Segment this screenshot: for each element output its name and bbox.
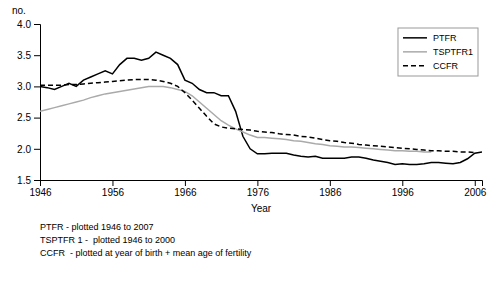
tick: 1966	[174, 180, 197, 198]
tick: 1986	[319, 180, 342, 198]
tick-mark	[34, 118, 40, 119]
tick-mark	[34, 55, 40, 56]
legend-swatch	[403, 51, 427, 53]
tick: 2006	[464, 180, 487, 198]
y-axis-title: no.	[12, 5, 26, 16]
legend: PTFR TSPTFR1 CCFR	[398, 28, 478, 76]
tick: 2.0	[17, 144, 40, 155]
y-axis: 1.5 2.0 2.5 3.0 3.5 4.0	[17, 19, 40, 186]
tick-label: 1956	[102, 187, 125, 198]
tick-label: 1946	[29, 187, 52, 198]
tick-label: 2.0	[17, 144, 31, 155]
legend-label: PTFR	[433, 33, 457, 43]
axis-line	[34, 25, 41, 181]
legend-label: CCFR	[433, 61, 458, 71]
legend-box	[398, 28, 478, 76]
legend-label: TSPTFR1	[433, 47, 473, 57]
footnote: PTFR - plotted 1946 to 2007	[40, 222, 154, 232]
tick: 3.0	[17, 81, 40, 92]
tick-label: 2006	[464, 187, 487, 198]
tick: 1946	[29, 180, 52, 198]
tick-label: 1996	[392, 187, 415, 198]
tick: 1976	[247, 180, 270, 198]
tick-mark	[402, 180, 403, 186]
axis-line	[41, 181, 483, 187]
tick-label: 1.5	[17, 175, 31, 186]
x-axis-title: Year	[251, 203, 272, 214]
legend-item: TSPTFR1	[403, 47, 473, 57]
legend-swatch	[403, 37, 427, 39]
legend-item: PTFR	[403, 33, 457, 43]
tick: 3.5	[17, 50, 40, 61]
chart: 1946 1956 1966 1976 1986 1996 2006 1.5 2.0 2.5 3.0…	[0, 0, 496, 284]
tick-label: 2.5	[17, 112, 31, 123]
tick: 1996	[392, 180, 415, 198]
tick-mark	[34, 180, 40, 181]
tick-mark	[34, 149, 40, 150]
legend-swatch	[403, 65, 427, 67]
tick-mark	[34, 24, 40, 25]
tick: 1.5	[17, 175, 40, 186]
tick-mark	[330, 180, 331, 186]
tick: 2.5	[17, 112, 40, 123]
tick: 4.0	[17, 19, 40, 30]
series-line	[40, 80, 475, 153]
plot: 1946 1956 1966 1976 1986 1996 2006 1.5 2.0 2.5 3.0…	[17, 19, 487, 198]
series-line	[40, 86, 431, 152]
x-axis: 1946 1956 1966 1976 1986 1996 2006	[29, 180, 486, 198]
tick-label: 1976	[247, 187, 270, 198]
tick: 1956	[102, 180, 125, 198]
footnote: TSPTFR 1 - plotted 1946 to 2000	[40, 235, 175, 245]
tick-label: 3.5	[17, 50, 31, 61]
tick-label: 1966	[174, 187, 197, 198]
tick-mark	[257, 180, 258, 186]
footnote: CCFR - plotted at year of birth + mean a…	[40, 248, 252, 258]
legend-item: CCFR	[403, 61, 458, 71]
tick-mark	[112, 180, 113, 186]
tick-mark	[185, 180, 186, 186]
tick-mark	[475, 180, 476, 186]
tick-label: 1986	[319, 187, 342, 198]
tick-label: 4.0	[17, 19, 31, 30]
tick-mark	[34, 86, 40, 87]
tick-label: 3.0	[17, 81, 31, 92]
